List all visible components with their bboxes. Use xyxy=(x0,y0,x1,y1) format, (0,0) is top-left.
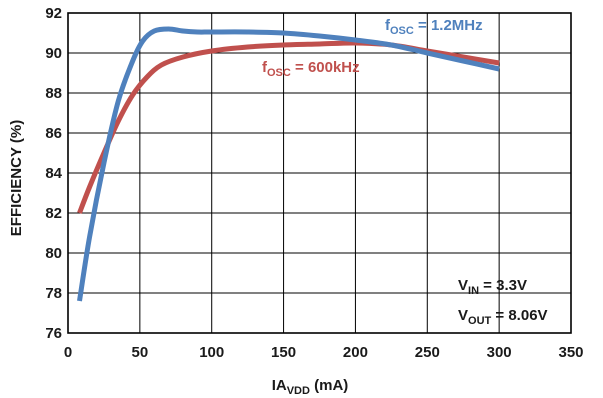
y-tick-label: 86 xyxy=(45,125,62,142)
y-tick-label: 78 xyxy=(45,285,62,302)
series-label-600khz: fOSC = 600kHz xyxy=(262,59,360,79)
series-label-600khz-sub: OSC xyxy=(267,67,291,79)
series-label-1p2mhz-main: f xyxy=(385,17,391,34)
annotation-vin-tail: = 3.3V xyxy=(479,277,527,294)
annotation-vin: VIN = 3.3V xyxy=(458,277,527,297)
y-tick-label: 84 xyxy=(45,165,62,182)
tick-labels: 0 50 100 150 200 250 300 350 76 78 80 82 84 86 88 90 92 xyxy=(45,5,583,361)
x-tick-label: 100 xyxy=(199,344,224,361)
y-axis-title: EFFICIENCY (%) xyxy=(8,120,25,236)
x-tick-label: 50 xyxy=(132,344,149,361)
x-tick-label: 150 xyxy=(271,344,296,361)
series-label-600khz-main: f xyxy=(262,59,268,76)
x-axis-title: IAVDD (mA) xyxy=(272,377,349,397)
annotation-vout: VOUT = 8.06V xyxy=(458,307,548,327)
y-tick-label: 82 xyxy=(45,205,62,222)
annotation-vin-sub: IN xyxy=(468,285,479,297)
annotation-vout-sub: OUT xyxy=(468,315,492,327)
x-axis-title-main: IA xyxy=(272,377,287,394)
annotation-vin-main: V xyxy=(458,277,468,294)
y-tick-label: 80 xyxy=(45,245,62,262)
x-tick-label: 300 xyxy=(487,344,512,361)
series-label-1p2mhz-tail: = 1.2MHz xyxy=(414,17,483,34)
y-tick-label: 92 xyxy=(45,5,62,22)
x-axis-title-sub: VDD xyxy=(287,385,310,397)
annotation-vout-tail: = 8.06V xyxy=(491,307,547,324)
grid xyxy=(68,13,571,333)
y-tick-label: 88 xyxy=(45,85,62,102)
x-tick-label: 350 xyxy=(558,344,583,361)
x-tick-label: 200 xyxy=(343,344,368,361)
annotation-vout-main: V xyxy=(458,307,468,324)
series-line-1p2mhz xyxy=(77,26,500,302)
series-label-1p2mhz: fOSC = 1.2MHz xyxy=(385,17,483,37)
x-axis-title-tail: (mA) xyxy=(310,377,348,394)
plot-frame xyxy=(67,12,572,334)
x-tick-label: 250 xyxy=(415,344,440,361)
y-tick-label: 90 xyxy=(45,45,62,62)
series-label-600khz-tail: = 600kHz xyxy=(291,59,360,76)
series-label-1p2mhz-sub: OSC xyxy=(390,25,414,37)
x-tick-label: 0 xyxy=(64,344,72,361)
y-tick-label: 76 xyxy=(45,325,62,342)
series-lines xyxy=(77,26,500,302)
